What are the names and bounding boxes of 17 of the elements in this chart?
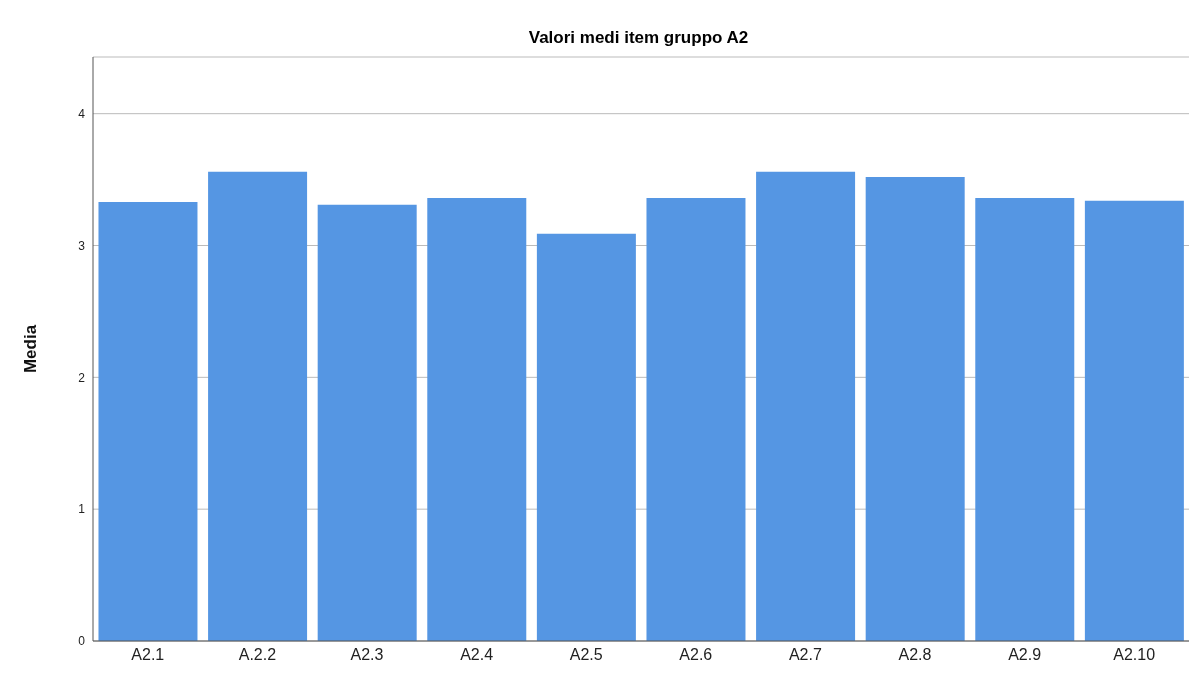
x-tick-label: A2.1 bbox=[131, 646, 165, 664]
x-tick-label: A2.6 bbox=[679, 646, 713, 664]
y-tick-label: 1 bbox=[78, 502, 86, 517]
x-tick-label: A2.3 bbox=[350, 646, 384, 664]
chart-title: Valori medi item gruppo A2 bbox=[527, 27, 750, 49]
x-tick-label: A.2.2 bbox=[238, 646, 277, 664]
x-tick-label: A2.10 bbox=[1113, 646, 1156, 664]
y-axis-title: Media bbox=[21, 324, 41, 374]
x-tick-label: A2.8 bbox=[898, 646, 932, 664]
x-tick-label: A2.4 bbox=[460, 646, 494, 664]
y-tick-label: 3 bbox=[78, 238, 86, 253]
x-tick-label: A2.5 bbox=[569, 646, 603, 664]
x-tick-label: A2.7 bbox=[788, 646, 822, 664]
y-tick-label: 0 bbox=[78, 634, 86, 649]
x-tick-label: A2.9 bbox=[1008, 646, 1042, 664]
y-tick-label: 2 bbox=[78, 370, 86, 385]
y-tick-label: 4 bbox=[78, 106, 86, 121]
